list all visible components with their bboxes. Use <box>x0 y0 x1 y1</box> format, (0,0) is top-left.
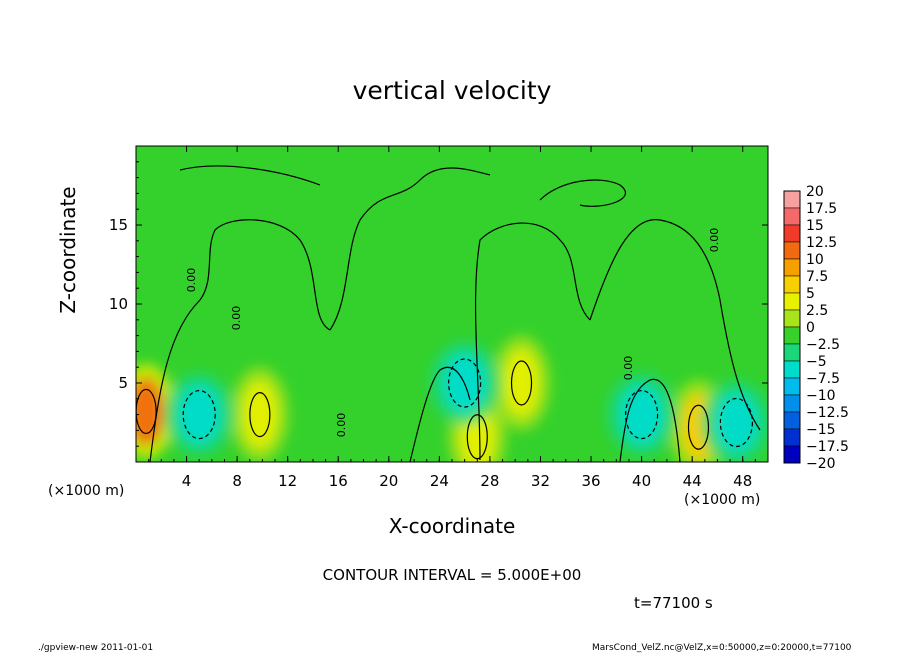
colorbar-tick-label: 7.5 <box>806 269 828 285</box>
y-tick-label: 10 <box>109 295 128 313</box>
colorbar-tick-label: 17.5 <box>806 201 837 217</box>
colorbar-swatch <box>783 377 801 396</box>
contour-updraft-4 <box>687 404 710 450</box>
colorbar-tick-label: −7.5 <box>806 371 840 387</box>
colorbar-tick-label: −15 <box>806 422 836 438</box>
shade-core-3 <box>503 349 540 417</box>
colorbar-tick-label: −5 <box>806 354 827 370</box>
zero-contour-7 <box>179 165 321 186</box>
colorbar-swatch <box>783 207 801 226</box>
colorbar-swatch <box>783 411 801 430</box>
colorbar-frame <box>783 190 801 464</box>
shade-core-1 <box>241 380 278 449</box>
footer-left: ./gpview-new 2011-01-01 <box>38 643 154 653</box>
contour-updraft-1 <box>249 392 271 438</box>
colorbar-swatch <box>783 428 801 447</box>
y-tick-label: 15 <box>109 216 128 234</box>
colorbar-swatch <box>783 445 801 464</box>
x-tick-label: 8 <box>232 472 242 490</box>
x-tick-label: 32 <box>531 472 550 490</box>
colorbar-tick-label: −2.5 <box>806 337 840 353</box>
x-axis-label: X-coordinate <box>388 514 516 538</box>
contour-interval-text: CONTOUR INTERVAL = 5.000E+00 <box>322 566 582 584</box>
colorbar-tick-label: −10 <box>806 388 836 404</box>
plot-area <box>136 146 768 462</box>
zero-contour-2 <box>474 222 591 461</box>
colorbar-swatch <box>783 224 801 243</box>
colorbar-swatch <box>783 326 801 345</box>
y-tick-label: 5 <box>118 374 128 392</box>
contour-updraft-3 <box>510 360 533 406</box>
colorbar-swatch <box>783 360 801 379</box>
zero-contour-6 <box>539 179 627 207</box>
colorbar: 2017.51512.5107.552.50−2.5−5−7.5−10−12.5… <box>783 184 849 472</box>
colorbar-tick-label: −17.5 <box>806 439 849 455</box>
zero-contour-1 <box>329 167 491 331</box>
zero-contour-4 <box>409 366 471 462</box>
colorbar-swatch <box>783 309 801 328</box>
contour-downdraft-6 <box>448 358 482 408</box>
colorbar-tick-label: 20 <box>806 184 824 200</box>
colorbar-swatch <box>783 275 801 294</box>
colorbar-swatch <box>783 292 801 311</box>
x-tick-label: 16 <box>329 472 348 490</box>
contour-downdraft-5 <box>182 390 216 440</box>
x-tick-label: 48 <box>733 472 752 490</box>
contour-downdraft-7 <box>624 390 659 440</box>
shade-core-5 <box>177 384 222 445</box>
colorbar-tick-label: −20 <box>806 456 836 472</box>
x-tick-label: 28 <box>480 472 499 490</box>
contour-value-label: 0.00 <box>185 268 198 293</box>
x-tick-label: 44 <box>683 472 702 490</box>
x-tick-label: 40 <box>632 472 651 490</box>
colorbar-swatch <box>783 394 801 413</box>
zero-contour-0 <box>149 219 331 462</box>
footer-right: MarsCond_VelZ.nc@VelZ,x=0:50000,z=0:2000… <box>592 643 852 653</box>
shade-core-7 <box>619 384 664 445</box>
x-tick-label: 12 <box>278 472 297 490</box>
contour-value-label: 0.00 <box>622 356 635 381</box>
colorbar-swatch <box>783 343 801 362</box>
contour-value-label: 0.00 <box>335 413 348 438</box>
colorbar-tick-label: 0 <box>806 320 815 336</box>
colorbar-tick-label: 10 <box>806 252 824 268</box>
contour-value-label: 0.00 <box>230 306 243 331</box>
colorbar-tick-label: 5 <box>806 286 815 302</box>
contour-downdraft-8 <box>719 397 754 448</box>
time-label: t=77100 s <box>634 594 713 612</box>
colorbar-swatch <box>783 258 801 277</box>
contour-updraft-2 <box>466 414 488 460</box>
colorbar-tick-label: 12.5 <box>806 235 837 251</box>
shade-core-0 <box>136 377 165 446</box>
colorbar-swatch <box>783 241 801 260</box>
x-tick-label: 4 <box>182 472 192 490</box>
x-unit-note-right: (×1000 m) <box>684 492 761 508</box>
x-tick-label: 20 <box>379 472 398 490</box>
zero-contour-5 <box>619 378 681 462</box>
x-tick-label: 36 <box>581 472 600 490</box>
contour-value-label: 0.00 <box>708 228 721 253</box>
x-tick-label: 24 <box>430 472 449 490</box>
colorbar-tick-label: 15 <box>806 218 824 234</box>
x-unit-note-left: (×1000 m) <box>48 483 125 499</box>
colorbar-tick-label: 2.5 <box>806 303 828 319</box>
zero-contour-3 <box>589 219 761 431</box>
colorbar-tick-label: −12.5 <box>806 405 849 421</box>
chart-title: vertical velocity <box>352 76 552 105</box>
colorbar-swatch <box>783 190 801 209</box>
